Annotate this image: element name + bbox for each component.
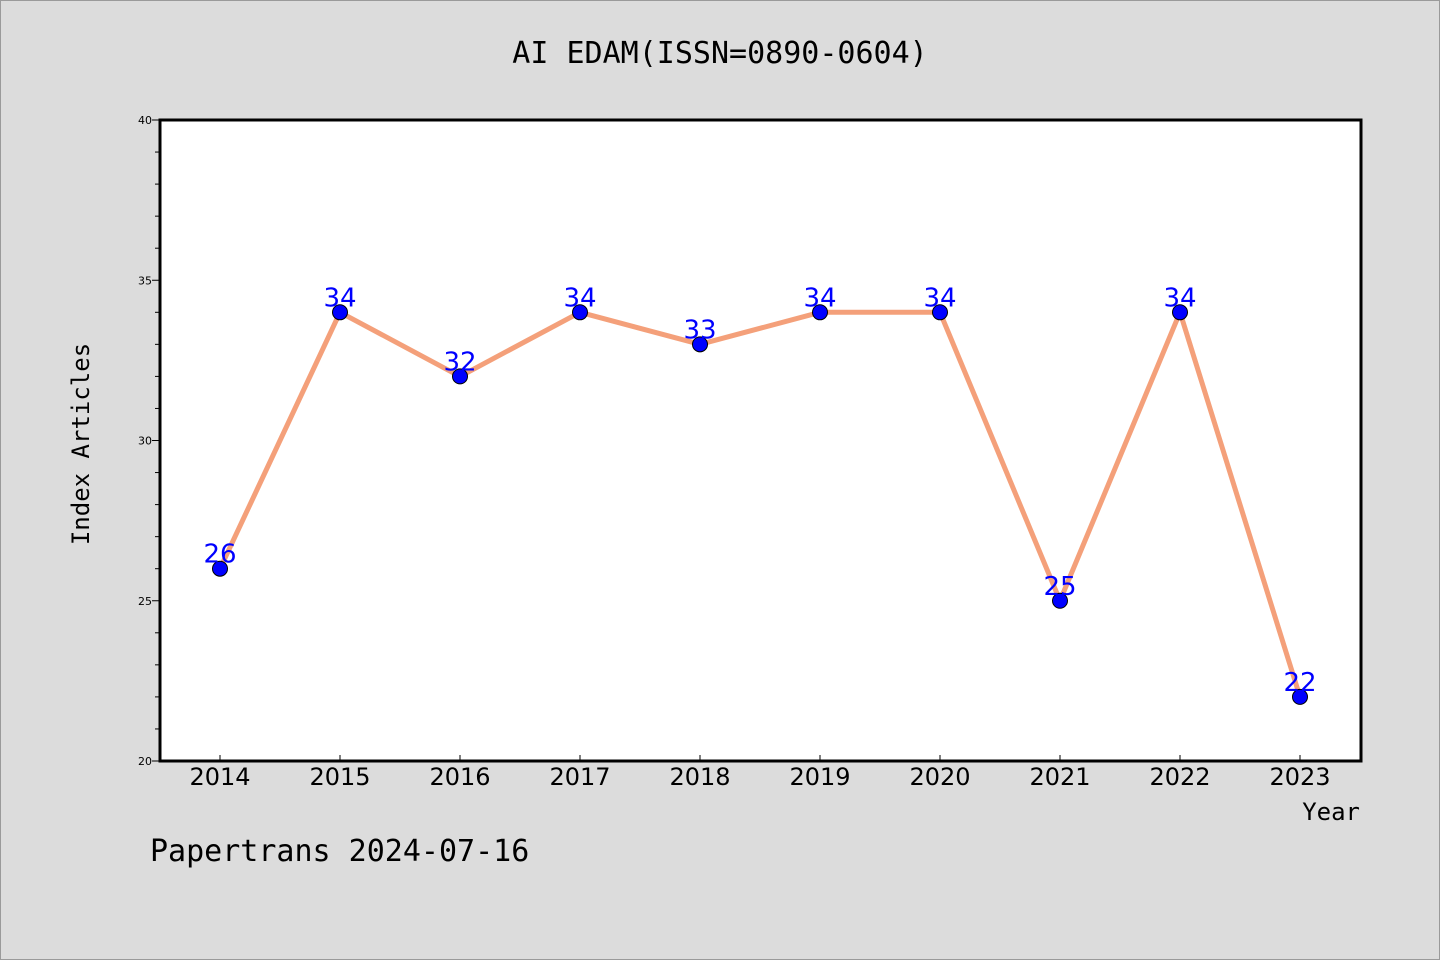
x-axis-label: Year	[1302, 798, 1360, 826]
data-point	[332, 304, 348, 321]
data-label: 34	[923, 283, 956, 313]
x-tick-label: 2019	[789, 763, 850, 791]
data-point	[932, 304, 948, 321]
data-label: 33	[683, 315, 716, 345]
footer-credit: Papertrans 2024-07-16	[150, 834, 530, 869]
data-point	[692, 336, 708, 353]
x-axis-ticks: 2014 2015 2016 2017 2018 2019 2020 2021 2022 2023	[189, 755, 1331, 791]
x-tick-label: 2015	[309, 763, 370, 791]
y-tick-label: 20	[138, 755, 152, 768]
y-axis-label: Index Articles	[67, 343, 95, 545]
data-point	[572, 304, 588, 321]
chart-title: AI EDAM(ISSN=0890-0604)	[512, 36, 928, 71]
data-label: 34	[323, 283, 356, 313]
y-axis-ticks: 20 25 30 35 40	[138, 114, 160, 768]
x-tick-label: 2021	[1029, 763, 1090, 791]
data-label: 32	[443, 347, 476, 377]
y-tick-label: 30	[138, 435, 152, 448]
x-tick-label: 2023	[1269, 763, 1330, 791]
data-point	[812, 304, 828, 321]
x-tick-label: 2017	[549, 763, 610, 791]
x-tick-label: 2018	[669, 763, 730, 791]
x-tick-label: 2020	[909, 763, 970, 791]
data-point	[1292, 688, 1308, 705]
data-point	[212, 560, 228, 577]
y-tick-label: 25	[138, 595, 152, 608]
data-point	[1052, 592, 1068, 609]
data-label: 25	[1043, 572, 1076, 602]
data-point	[1172, 304, 1188, 321]
series-line	[217, 309, 1303, 700]
data-label: 34	[1163, 283, 1196, 313]
x-tick-label: 2022	[1149, 763, 1210, 791]
data-point	[452, 368, 468, 385]
x-tick-label: 2014	[189, 763, 250, 791]
y-tick-label: 35	[138, 274, 152, 287]
data-label: 22	[1283, 668, 1316, 698]
plot-area	[158, 118, 1363, 763]
data-label: 34	[803, 283, 836, 313]
x-tick-label: 2016	[429, 763, 490, 791]
y-tick-label: 40	[138, 114, 152, 127]
data-label: 26	[203, 540, 236, 570]
data-points: 26 34 32 34 33 34 34 25 34 22	[203, 283, 1317, 705]
data-label: 34	[563, 283, 596, 313]
